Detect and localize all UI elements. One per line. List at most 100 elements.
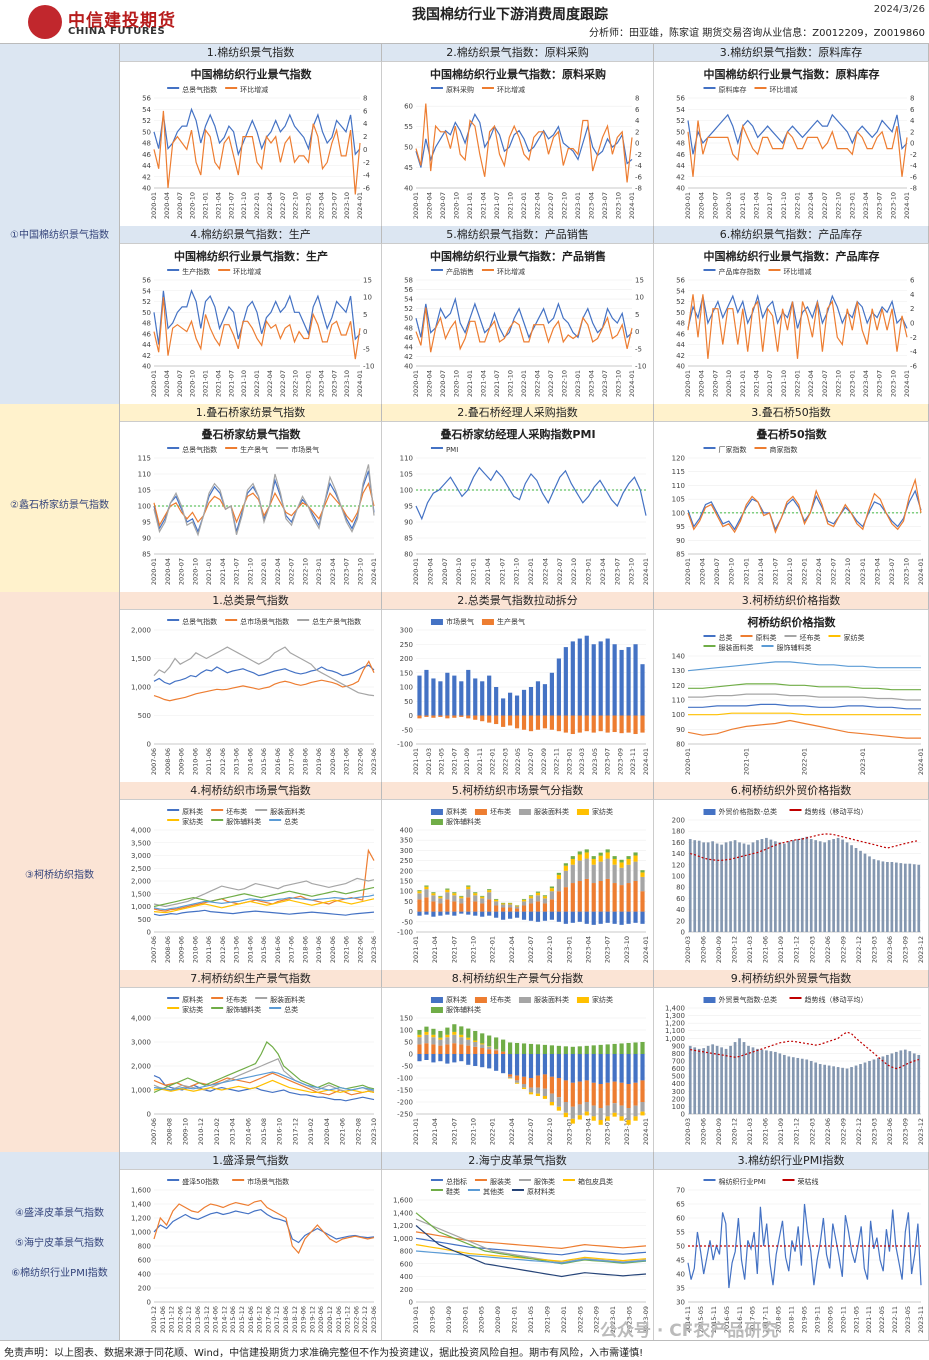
x-tick-label: 2020-07	[441, 558, 449, 585]
bar	[556, 874, 561, 879]
y-tick-label: 60	[404, 103, 413, 111]
x-tick-label: 2020-12	[326, 1306, 334, 1333]
chart-panel: 叠石桥家纺景气指数 总景气指数 生产景气 市场景气 85 90 95 100 105 110 115…	[120, 422, 382, 592]
y-tick-label: 50	[404, 1039, 413, 1047]
legend-swatch	[167, 819, 180, 821]
bar	[514, 911, 520, 918]
x-tick-label: 2021-06	[762, 1118, 770, 1145]
legend-swatch	[255, 997, 268, 999]
bar	[514, 1075, 520, 1081]
bar	[494, 898, 499, 900]
bar	[508, 911, 513, 919]
bar	[619, 862, 624, 868]
y-tick-label: 45	[404, 164, 413, 172]
bar	[845, 842, 849, 932]
y-tick-label: 42	[676, 352, 685, 360]
bar	[626, 1042, 631, 1054]
bar	[501, 1054, 506, 1074]
y-tick-label: 2,000	[131, 627, 151, 635]
bar	[619, 1054, 624, 1083]
x-tick-label: 2022-01	[260, 558, 268, 585]
bar	[724, 842, 728, 932]
x-tick-label: 2021-07	[498, 558, 506, 585]
bar	[774, 1051, 777, 1114]
legend-swatch	[754, 87, 767, 89]
legend-label: 家纺类	[592, 995, 613, 1004]
bar	[633, 1116, 638, 1121]
bar	[459, 903, 464, 912]
bar	[487, 899, 492, 912]
bar	[747, 844, 750, 932]
y2-tick-label: 8	[635, 95, 639, 103]
x-tick-label: 2020-04	[698, 370, 706, 397]
bar	[612, 644, 617, 716]
bar	[521, 715, 527, 730]
y-tick-label: 3,500	[131, 839, 151, 847]
x-tick-label: 2020-10	[453, 370, 461, 397]
x-tick-label: 2024-01	[356, 370, 364, 397]
y-tick-label: 44	[676, 341, 685, 349]
y-tick-label: 70	[676, 1187, 685, 1195]
x-tick-label: 2022-01	[489, 748, 497, 775]
legend-label: 厂家指数	[719, 445, 747, 454]
legend-swatch	[789, 809, 802, 811]
x-tick-label: 2023-01	[859, 748, 867, 775]
x-tick-label: 2023-10	[615, 370, 623, 397]
legend-swatch	[167, 1007, 180, 1009]
legend-swatch	[297, 619, 310, 621]
bar	[528, 911, 534, 921]
x-tick-label: 2022-05	[878, 1306, 886, 1333]
bar	[494, 901, 499, 906]
x-tick-label: 2022-04	[508, 1118, 516, 1145]
x-tick-label: 2023-04	[599, 558, 607, 585]
legend-label: 服装类	[490, 1177, 511, 1186]
x-tick-label: 2021-01	[202, 192, 210, 219]
series-line	[688, 712, 921, 716]
x-tick-label: 2018-06	[301, 748, 309, 775]
chart-title: 中国棉纺织行业景气指数：原料采购	[430, 67, 606, 81]
y-tick-label: 50	[404, 315, 413, 323]
panel-title: 2.叠石桥经理人采购指数	[382, 404, 654, 422]
legend-swatch	[430, 619, 443, 625]
bar	[514, 908, 520, 912]
x-tick-label: 2016-10	[276, 1118, 284, 1145]
y-tick-label: 46	[142, 151, 151, 159]
x-tick-label: 2021-05	[527, 1306, 535, 1333]
x-tick-label: 2022-07	[527, 748, 535, 775]
x-tick-label: 2021-06	[343, 748, 351, 775]
bar	[598, 861, 603, 881]
y-tick-label: 85	[142, 551, 151, 559]
series-line	[415, 1250, 647, 1264]
bar	[528, 1054, 534, 1078]
x-tick-label: 2022-07	[821, 370, 829, 397]
bar	[542, 903, 548, 912]
x-tick-label: 2020-01	[684, 748, 692, 775]
y-tick-label: 48	[142, 140, 151, 148]
x-tick-label: 2022-01	[527, 558, 535, 585]
y-tick-label: 52	[142, 117, 151, 125]
bar	[535, 911, 541, 922]
y-tick-label: 0	[147, 1111, 151, 1119]
y-tick-label: 150	[400, 878, 413, 886]
chart-svg: 外贸景气指数-总类 趋势线（移动平均） 0100200300400500600700…	[665, 995, 925, 1145]
x-tick-label: 2023-01	[565, 1118, 573, 1145]
series-line	[153, 877, 375, 908]
bar	[466, 886, 471, 890]
y-tick-label: 115	[138, 455, 151, 463]
x-tick-label: 2021-04	[752, 192, 760, 219]
x-tick-label: 2023-10	[628, 558, 636, 585]
y-tick-label: 100	[672, 711, 685, 719]
legend-label: 其他类	[483, 1187, 504, 1196]
bar	[521, 1054, 527, 1077]
series-line	[415, 103, 633, 183]
x-tick-label: 2023-10	[370, 1118, 378, 1145]
x-tick-label: 2012-06	[219, 936, 227, 963]
bar	[908, 863, 912, 932]
bar	[809, 1061, 813, 1114]
x-tick-label: 2022-01	[520, 192, 528, 219]
chart-title: 柯桥纺织价格指数	[748, 615, 837, 629]
bar	[542, 1088, 548, 1096]
x-tick-label: 2020-04	[426, 558, 434, 585]
x-tick-label: 2021-10	[470, 936, 478, 963]
y2-tick-label: -6	[363, 185, 371, 193]
